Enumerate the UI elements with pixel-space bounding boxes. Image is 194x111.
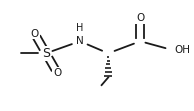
Text: N: N bbox=[76, 36, 84, 46]
Text: S: S bbox=[42, 47, 50, 60]
Text: O: O bbox=[53, 68, 61, 78]
Text: O: O bbox=[136, 13, 144, 23]
Text: H: H bbox=[76, 23, 84, 33]
Text: O: O bbox=[30, 29, 39, 39]
Text: OH: OH bbox=[174, 45, 190, 55]
